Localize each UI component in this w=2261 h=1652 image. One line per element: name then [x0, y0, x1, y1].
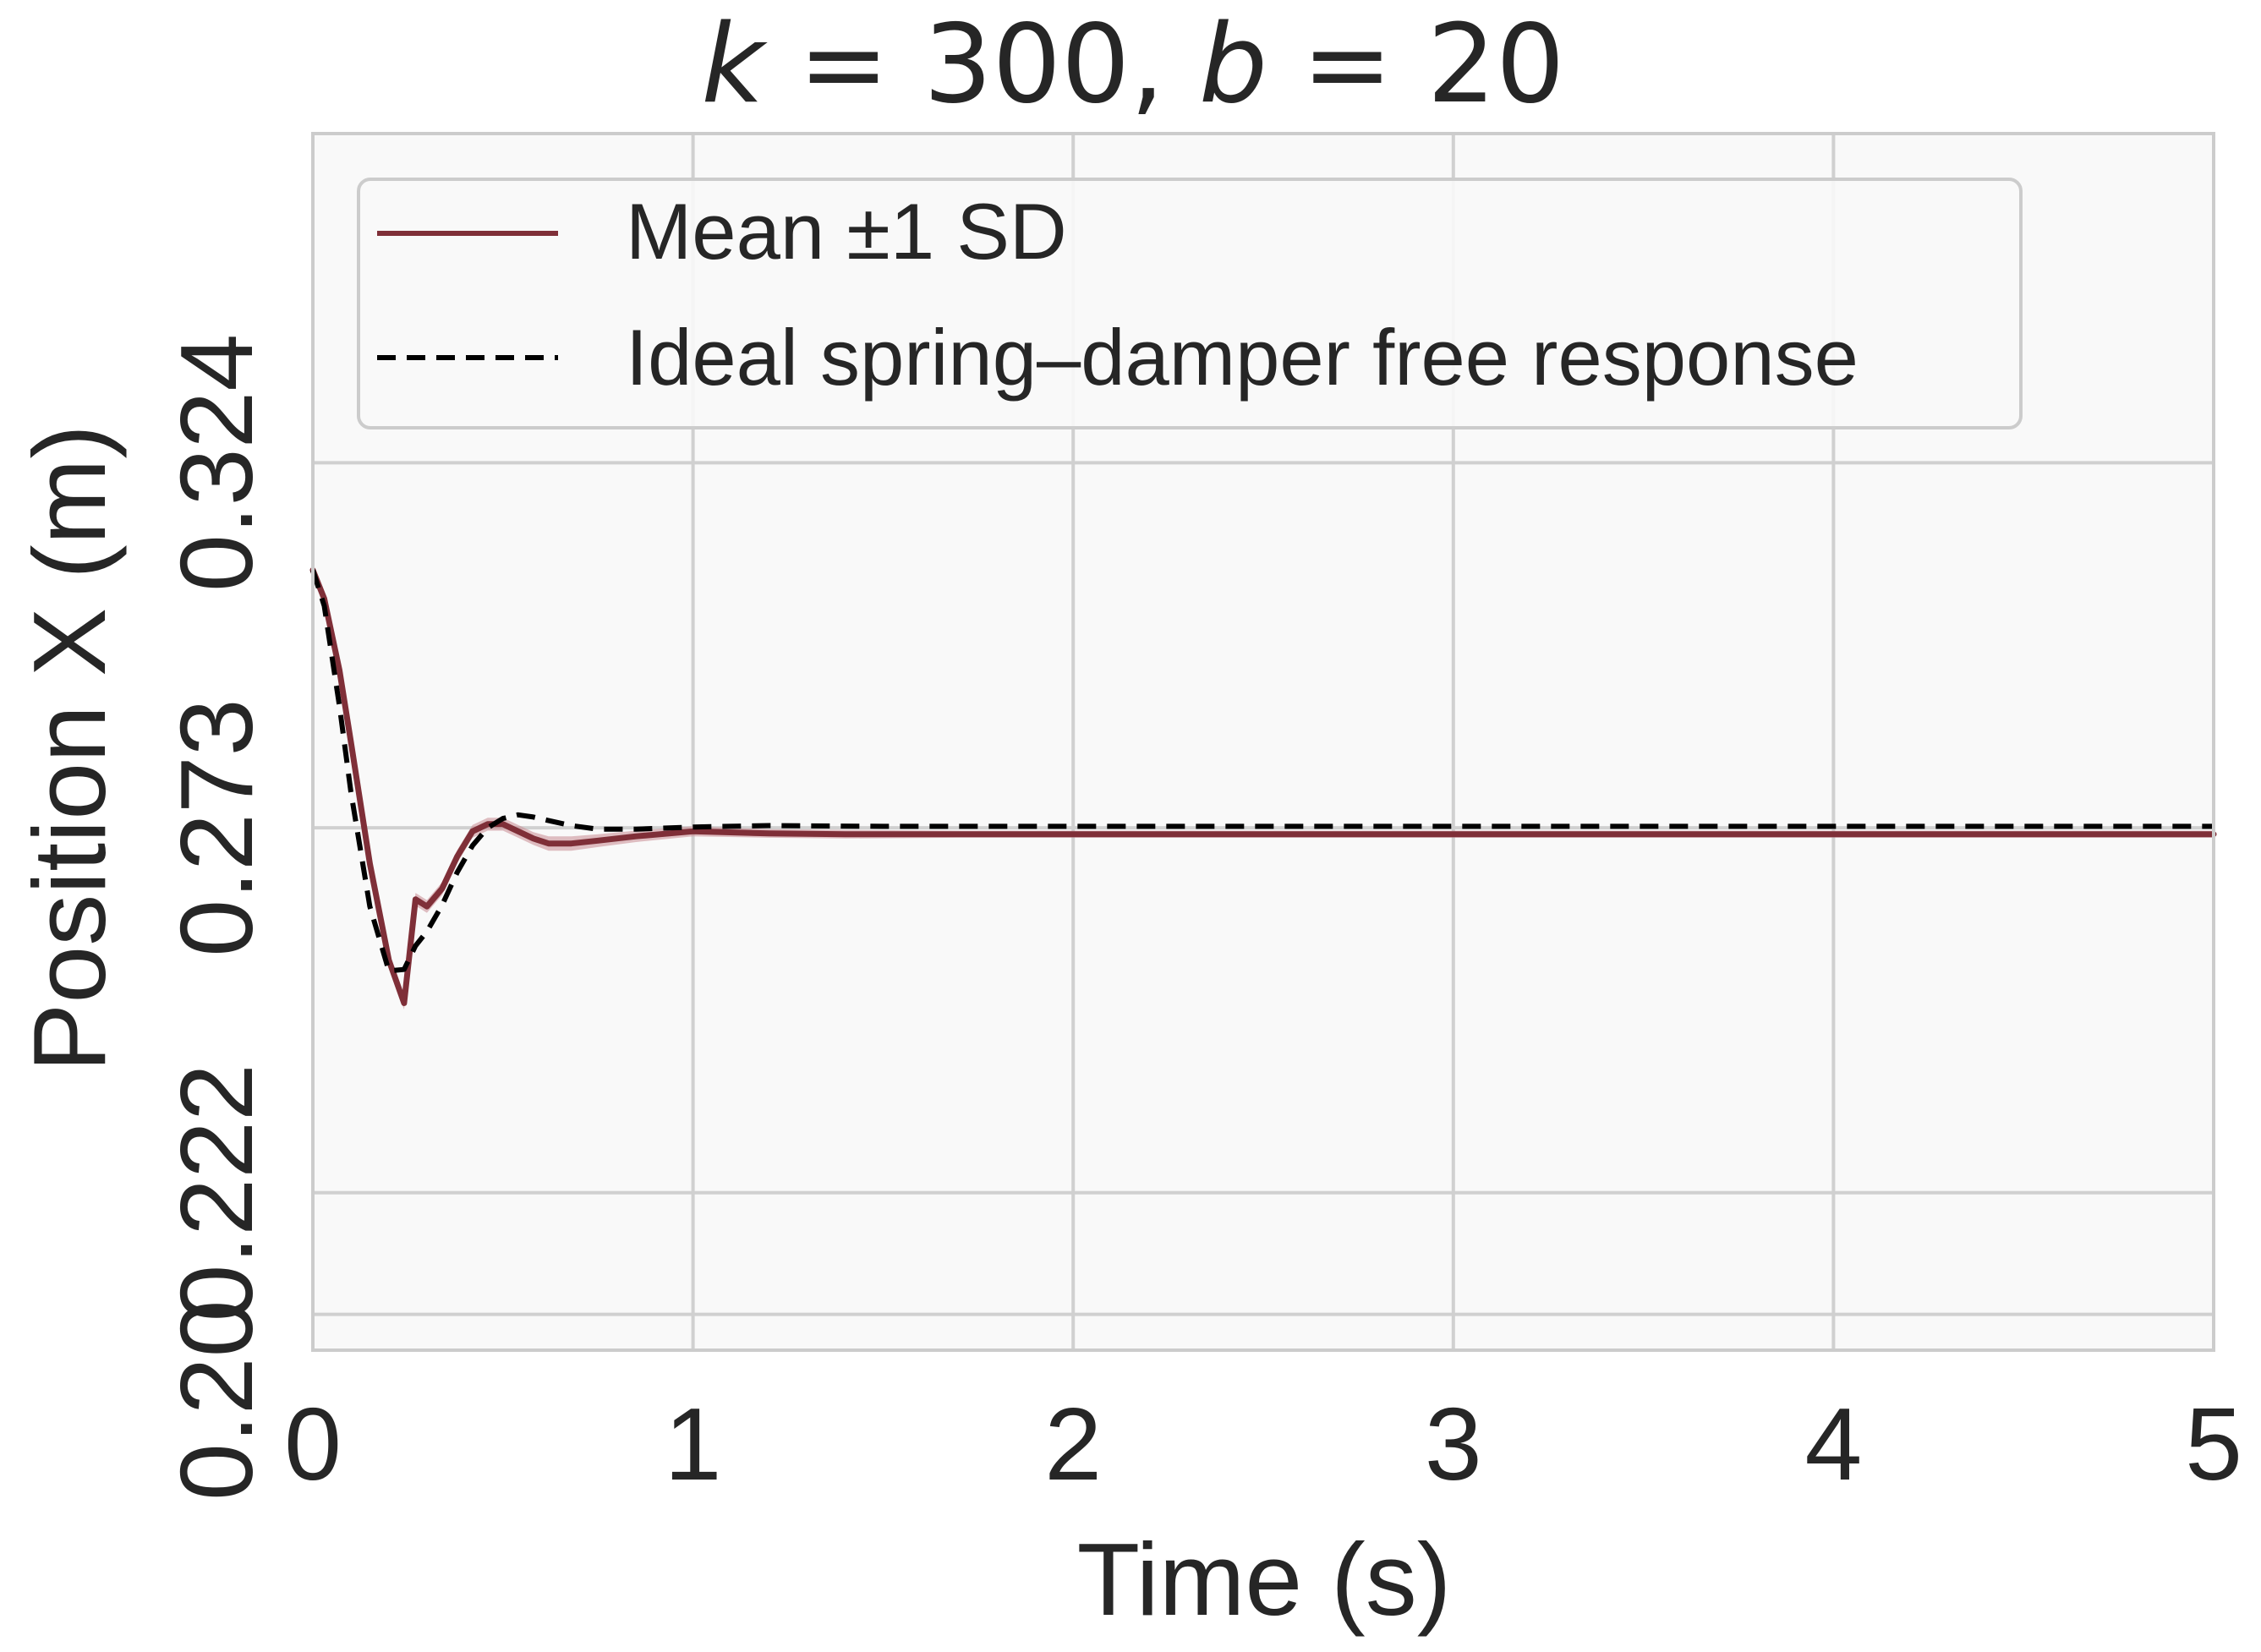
legend: Mean ±1 SD Ideal spring–damper free resp…: [357, 178, 2023, 429]
title-part-0: k: [701, 2, 768, 128]
title-part-1: = 300,: [764, 2, 1199, 128]
x-tick-label-2: 2: [1044, 1387, 1102, 1502]
series-line-mean: [309, 566, 2217, 1006]
title-part-3: = 20: [1267, 2, 1565, 128]
x-axis-label: Time (s): [1077, 1522, 1452, 1637]
chart-title: k = 300, b = 20: [701, 2, 1564, 128]
axes-frame: [311, 132, 2215, 1352]
x-tick-label-0: 0: [284, 1387, 342, 1502]
x-ticks: 0 1 2 3 4 5: [284, 1387, 2242, 1502]
series-line-ideal: [310, 569, 2214, 974]
y-ticks: 0.200.222 0.273 0.324: [159, 334, 274, 1501]
y-tick-label-3: 0.324: [159, 334, 274, 592]
legend-label-ideal: Ideal spring–damper free response: [626, 313, 1859, 402]
y-tick-label-0: 0.20: [159, 1300, 274, 1501]
y-tick-label-1: 0.222: [159, 1064, 274, 1321]
x-tick-label-1: 1: [665, 1387, 722, 1502]
y-tick-label-2: 0.273: [159, 698, 274, 956]
x-tick-label-5: 5: [2185, 1387, 2242, 1502]
y-axis-label: Position X (m): [12, 424, 127, 1072]
legend-box: [357, 178, 2023, 429]
legend-label-mean: Mean ±1 SD: [626, 187, 1067, 276]
title-part-2: b: [1199, 2, 1267, 128]
axes-border: [311, 132, 2215, 1352]
x-tick-label-3: 3: [1425, 1387, 1482, 1502]
x-tick-label-4: 4: [1804, 1387, 1862, 1502]
series: [309, 566, 2217, 1006]
